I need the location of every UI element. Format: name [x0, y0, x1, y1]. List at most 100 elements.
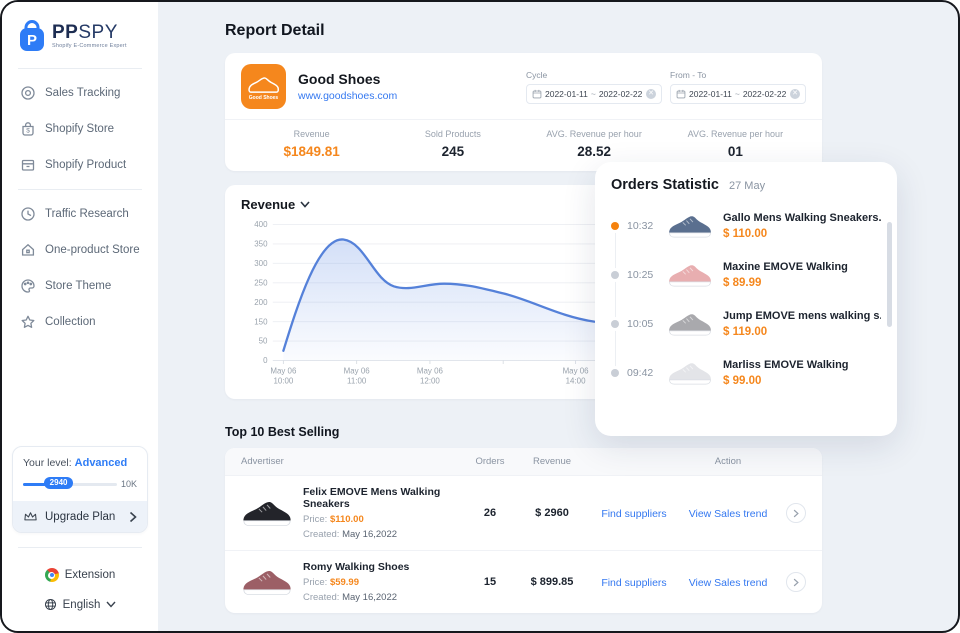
- product-created-date: May 16,2022: [342, 529, 398, 540]
- orders-count: 26: [483, 507, 497, 519]
- from-to-label: From - To: [670, 69, 707, 80]
- logo[interactable]: P PPSPY Shopify E-Commerce Expert: [2, 16, 158, 62]
- stat-avg-revenue-per-hour-2: AVG. Revenue per hour 01: [687, 129, 784, 159]
- col-header-revenue: Revenue: [532, 456, 572, 467]
- product-image: [667, 356, 715, 389]
- sidebar-item-collection[interactable]: Collection: [2, 304, 158, 340]
- user-level-card: Your level: Advanced 2940 10K Upgrade Pla…: [12, 446, 148, 533]
- stat-revenue: Revenue $1849.81: [283, 129, 340, 159]
- sidebar-item-store-theme[interactable]: Store Theme: [2, 268, 158, 304]
- store-summary-card: Good Shoes Good Shoes www.goodshoes.com …: [225, 53, 822, 171]
- stat-avg-revenue-per-hour: AVG. Revenue per hour 28.52: [546, 129, 642, 159]
- order-item[interactable]: 10:05 Jump EMOVE mens walking s... $ 119…: [611, 299, 881, 348]
- sidebar-item-label: Sales Tracking: [45, 87, 121, 99]
- svg-text:May 06: May 06: [563, 367, 590, 376]
- from-to-date-range-input[interactable]: 2022-01-11 ~ 2022-02-22 ✕: [670, 83, 806, 104]
- product-price: $110.00: [329, 514, 364, 525]
- progress-max-label: 10K: [120, 479, 137, 489]
- svg-text:P: P: [27, 32, 37, 49]
- sidebar-item-traffic-research[interactable]: Traffic Research: [2, 196, 158, 232]
- divider: [225, 119, 822, 120]
- timeline-dot: [611, 368, 619, 377]
- sidebar-item-shopify-store[interactable]: $ Shopify Store: [2, 111, 158, 147]
- stat-sold-products: Sold Products 245: [424, 129, 481, 159]
- product-image: [667, 209, 715, 242]
- product-box-icon: [21, 159, 35, 171]
- order-item[interactable]: 09:42 Marliss EMOVE Walking $ 99.00: [611, 348, 881, 397]
- upgrade-plan-label: Upgrade Plan: [45, 510, 116, 523]
- clear-date-icon[interactable]: ✕: [646, 88, 656, 99]
- chrome-icon: [44, 568, 59, 582]
- orders-statistic-panel: Orders Statistic 27 May 10:32 Gallo Mens…: [595, 162, 897, 436]
- col-header-action: Action: [714, 456, 742, 467]
- chevron-right-icon: [793, 578, 799, 586]
- view-sales-trend-link[interactable]: View Sales trend: [688, 577, 768, 589]
- sidebar-item-one-product-store[interactable]: One-product Store: [2, 232, 158, 268]
- orders-count: 15: [483, 576, 497, 588]
- target-icon: [21, 86, 35, 100]
- chart-metric-selector[interactable]: Revenue: [241, 197, 806, 212]
- svg-text:400: 400: [254, 220, 268, 229]
- sidebar-item-label: Traffic Research: [45, 208, 129, 220]
- best-selling-table: Advertiser Orders Revenue Action Felix E…: [225, 448, 822, 613]
- order-product-name: Marliss EMOVE Walking: [723, 358, 849, 371]
- col-header-advertiser: Advertiser: [241, 456, 284, 467]
- timeline-dot: [611, 319, 619, 328]
- revenue-amount: $ 2960: [535, 507, 569, 519]
- svg-text:May 06: May 06: [270, 367, 297, 376]
- order-product-price: $ 89.99: [723, 276, 762, 289]
- page-title: Report Detail: [225, 22, 325, 39]
- extension-button[interactable]: Extension: [2, 560, 158, 590]
- chevron-down-icon: [300, 201, 310, 208]
- palette-icon: [21, 279, 35, 293]
- cycle-label: Cycle: [526, 69, 548, 80]
- store-url-link[interactable]: www.goodshoes.com: [298, 90, 398, 102]
- table-row: Felix EMOVE Mens Walking Sneakers Price:…: [225, 475, 822, 550]
- product-image: [667, 307, 715, 340]
- order-item[interactable]: 10:25 Maxine EMOVE Walking $ 89.99: [611, 250, 881, 299]
- cycle-date-range-input[interactable]: 2022-01-11 ~ 2022-02-22 ✕: [526, 83, 662, 104]
- svg-text:14:00: 14:00: [566, 376, 586, 385]
- sidebar-item-shopify-product[interactable]: Shopify Product: [2, 147, 158, 183]
- scrollbar[interactable]: [887, 222, 892, 327]
- star-icon: [21, 315, 35, 328]
- sidebar-item-label: Shopify Product: [45, 159, 127, 171]
- svg-text:150: 150: [254, 317, 268, 326]
- upgrade-plan-button[interactable]: Upgrade Plan: [13, 501, 147, 532]
- clear-date-icon[interactable]: ✕: [790, 88, 800, 99]
- store-logo: Good Shoes: [241, 64, 286, 109]
- globe-icon: [44, 598, 56, 611]
- sidebar: P PPSPY Shopify E-Commerce Expert Sales …: [2, 2, 158, 631]
- chart-title: Revenue: [241, 197, 296, 212]
- svg-text:300: 300: [254, 259, 268, 268]
- brand-name: PPSPY: [52, 21, 118, 43]
- chevron-right-icon: [793, 509, 799, 517]
- svg-text:350: 350: [254, 240, 268, 249]
- svg-text:May 06: May 06: [417, 367, 444, 376]
- crown-icon: [24, 512, 37, 521]
- order-product-name: Gallo Mens Walking Sneakers...: [723, 211, 881, 224]
- svg-text:$: $: [26, 128, 30, 135]
- order-product-price: $ 110.00: [723, 227, 768, 240]
- language-selector[interactable]: English: [2, 590, 158, 619]
- row-expand-button[interactable]: [786, 572, 806, 592]
- order-item[interactable]: 10:32 Gallo Mens Walking Sneakers... $ 1…: [611, 201, 881, 250]
- order-time: 09:42: [627, 366, 654, 379]
- svg-text:12:00: 12:00: [420, 376, 440, 385]
- find-suppliers-link[interactable]: Find suppliers: [601, 508, 667, 520]
- language-label: English: [62, 598, 101, 611]
- product-name: Felix EMOVE Mens Walking Sneakers: [303, 486, 441, 510]
- product-price: $59.99: [329, 577, 359, 588]
- view-sales-trend-link[interactable]: View Sales trend: [688, 508, 768, 520]
- sidebar-item-sales-tracking[interactable]: Sales Tracking: [2, 75, 158, 111]
- brand-tagline: Shopify E-Commerce Expert: [52, 42, 127, 49]
- find-suppliers-link[interactable]: Find suppliers: [601, 577, 667, 589]
- product-name: Romy Walking Shoes: [303, 561, 410, 573]
- orders-statistic-title: Orders Statistic: [611, 177, 719, 193]
- row-expand-button[interactable]: [786, 503, 806, 523]
- divider: [18, 547, 142, 548]
- timeline-dot: [611, 270, 619, 279]
- calendar-icon: [676, 89, 686, 98]
- progress-value-badge: 2940: [43, 476, 74, 489]
- brand-bag-icon: P: [18, 20, 46, 52]
